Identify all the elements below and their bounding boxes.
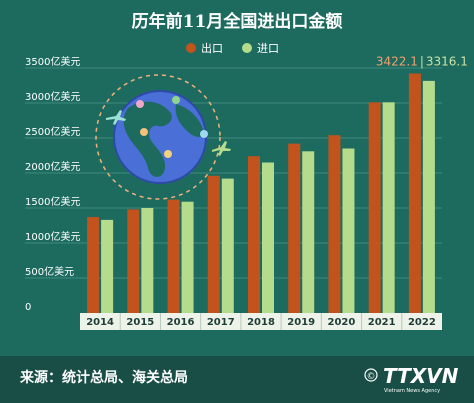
y-tick-label: 3000亿美元 [25, 90, 80, 103]
x-tick-label: 2022 [408, 317, 436, 328]
source-note: 来源：统计总局、海关总局 [19, 369, 188, 386]
map-pin-icon [200, 130, 208, 138]
bar-export-2021 [368, 102, 381, 313]
y-tick-label: 0 [25, 302, 31, 313]
bar-import-2018 [262, 162, 274, 313]
y-axis-ticks: 0 500亿美元 1000亿美元 1500亿美元 2000亿美元 2500亿美元 3000亿… [25, 55, 80, 313]
bar-import-2017 [221, 178, 234, 313]
bars [87, 73, 435, 313]
legend-label-export: 出口 [201, 41, 223, 55]
bar-export-2016 [167, 199, 180, 313]
bar-export-2017 [207, 175, 220, 313]
legend-swatch-export [186, 43, 196, 53]
map-pin-icon [164, 150, 172, 158]
airplane-icon [106, 110, 126, 125]
x-tick-label: 2016 [167, 317, 195, 328]
bar-export-2022 [408, 73, 421, 313]
y-tick-label: 2500亿美元 [25, 125, 80, 138]
peak-data-labels: 3422.1 | 3316.1 [376, 54, 468, 68]
globe-orbit-ring [95, 74, 221, 200]
bar-export-2018 [248, 156, 260, 313]
chart-title: 历年前11月全国进出口金额 [132, 11, 343, 32]
legend-label-import: 进口 [257, 42, 279, 55]
bar-export-2020 [328, 135, 341, 313]
y-tick-label: 500亿美元 [25, 265, 74, 278]
bar-import-2022 [422, 80, 435, 313]
legend-swatch-import [242, 43, 252, 53]
x-tick-label: 2017 [207, 317, 235, 328]
bar-import-2020 [342, 148, 355, 313]
copyright-symbol: © [367, 372, 376, 382]
data-label-separator: | [420, 54, 424, 68]
continent-shape-east [175, 104, 204, 137]
bar-import-2016 [181, 201, 194, 313]
x-tick-label: 2014 [86, 317, 114, 328]
copyright-icon [364, 368, 378, 382]
legend: 出口 进口 [186, 41, 279, 55]
data-label-export-2022: 3422.1 [376, 54, 418, 68]
x-axis-ticks: 2014 2015 2016 2017 2018 2019 2020 2021 2022 [86, 313, 436, 330]
bar-import-2021 [382, 102, 395, 313]
y-tick-label: 3500亿美元 [25, 55, 80, 68]
x-tick-label: 2018 [247, 317, 275, 328]
x-tick-label: 2019 [287, 317, 315, 328]
bar-export-2015 [127, 209, 140, 313]
x-tick-label: 2015 [126, 317, 154, 328]
map-pin-icon [172, 96, 180, 104]
y-tick-label: 2000亿美元 [25, 160, 80, 173]
bar-export-2019 [288, 143, 301, 313]
agency-subtitle: Vietnam News Agency [384, 388, 440, 394]
globe-illustration [95, 74, 231, 200]
bar-import-2019 [302, 151, 315, 313]
continent-shape [123, 101, 172, 177]
map-pin-icon [140, 128, 148, 136]
agency-logo: TTXVN [383, 364, 459, 388]
y-tick-label: 1500亿美元 [25, 195, 80, 208]
bar-export-2014 [87, 217, 100, 313]
x-axis-band [80, 313, 442, 330]
x-tick-label: 2020 [328, 317, 356, 328]
airplane-icon [212, 141, 231, 156]
footer-bar [0, 356, 474, 403]
y-tick-label: 1000亿美元 [25, 230, 80, 243]
bar-import-2014 [101, 219, 114, 313]
data-label-import-2022: 3316.1 [426, 54, 468, 68]
x-tick-label: 2021 [368, 317, 396, 328]
bar-import-2015 [141, 208, 154, 313]
map-pin-icon [136, 100, 144, 108]
